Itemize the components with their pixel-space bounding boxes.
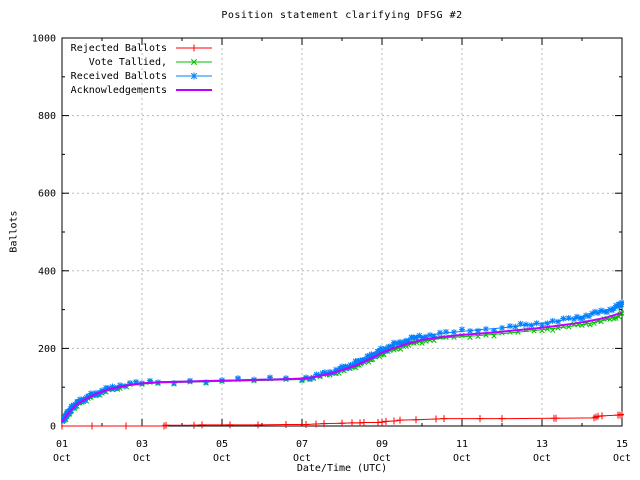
legend-label: Rejected Ballots (70, 42, 167, 54)
legend-item-vote-tallied: Vote Tallied, (67, 55, 214, 69)
y-tick-label: 200 (38, 344, 56, 355)
x-tick-label: 03 (136, 439, 148, 450)
x-tick-label: 15 (616, 439, 628, 450)
x-tick-label: Oct (453, 453, 471, 464)
magenta-line-icon (176, 89, 212, 91)
x-tick-label: 05 (216, 439, 228, 450)
legend-label: Received Ballots (70, 70, 167, 82)
legend-item-acknowledgements: Acknowledgements (67, 83, 214, 97)
legend-label: Vote Tallied, (88, 56, 167, 68)
series-acknowledgements (61, 311, 623, 423)
legend-item-rejected-ballots: Rejected Ballots (67, 41, 214, 55)
chart-title: Position statement clarifying DFSG #2 (221, 10, 463, 21)
legend: Rejected Ballots Vote Tallied, Received … (67, 41, 214, 97)
y-tick-label: 600 (38, 189, 56, 200)
x-tick-label: Oct (133, 453, 151, 464)
x-tick-label: Oct (293, 453, 311, 464)
red-plus-line-icon (176, 44, 212, 52)
y-tick-label: 1000 (32, 34, 56, 45)
legend-label: Acknowledgements (70, 84, 167, 96)
x-tick-label: Oct (53, 453, 71, 464)
x-tick-label: Oct (373, 453, 391, 464)
x-tick-label: 09 (376, 439, 388, 450)
x-tick-label: Oct (213, 453, 231, 464)
y-tick-label: 800 (38, 111, 56, 122)
x-tick-label: 07 (296, 439, 308, 450)
blue-star-line-icon (176, 72, 212, 80)
green-cross-line-icon (176, 58, 212, 66)
x-tick-label: 11 (456, 439, 468, 450)
legend-item-received-ballots: Received Ballots (67, 69, 214, 83)
y-tick-label: 0 (50, 422, 56, 433)
x-axis-title: Date/Time (UTC) (296, 463, 388, 474)
y-tick-label: 400 (38, 266, 56, 277)
x-tick-label: 01 (56, 439, 68, 450)
x-tick-label: Oct (533, 453, 551, 464)
series-rejected-ballots (61, 410, 624, 430)
x-tick-label: Oct (613, 453, 631, 464)
series-received-ballots (61, 299, 624, 424)
x-tick-label: 13 (536, 439, 548, 450)
